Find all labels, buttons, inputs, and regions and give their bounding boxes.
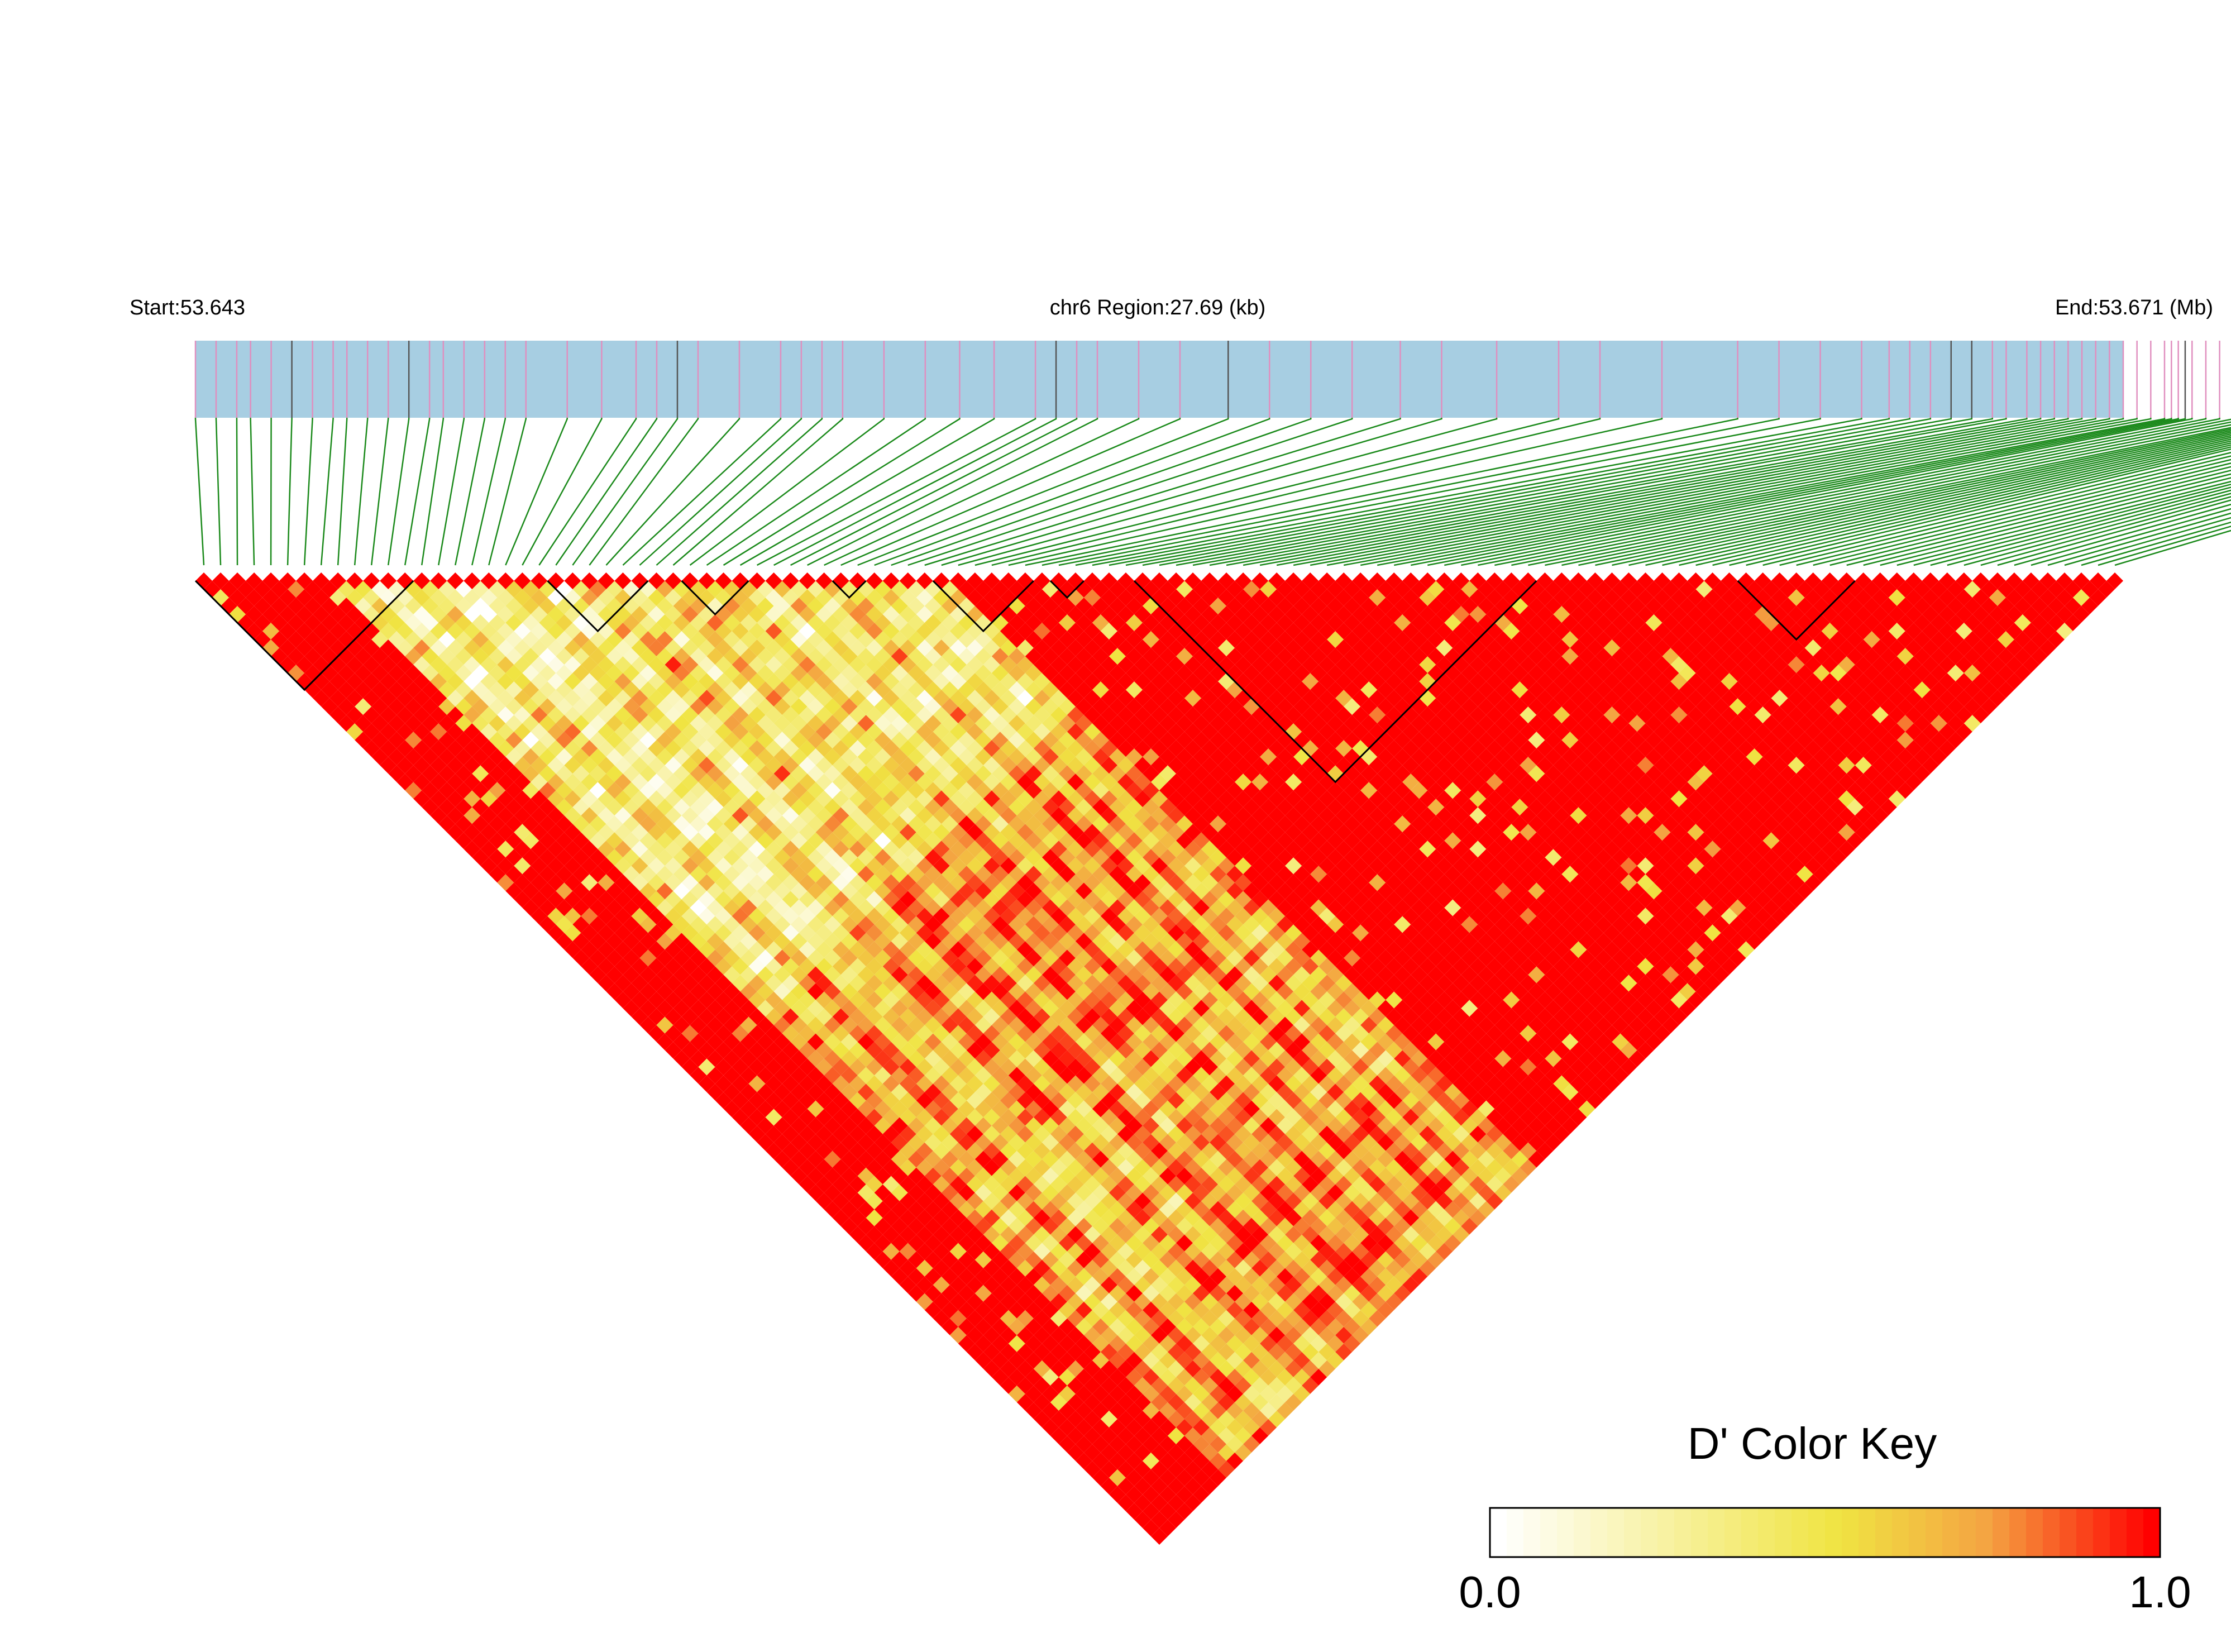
marker-connector [422, 418, 443, 565]
marker-connector [251, 418, 254, 565]
marker-connector [371, 418, 388, 565]
marker-connector [539, 418, 636, 565]
gene-track [195, 341, 2231, 418]
marker-connector [623, 418, 780, 565]
marker-connector [522, 418, 601, 565]
marker-connector [288, 418, 292, 565]
region-header: Start:53.643 chr6 Region:27.69 (kb) End:… [130, 296, 2213, 319]
marker-connector [472, 418, 505, 565]
start-label: Start:53.643 [130, 296, 245, 319]
marker-connector [388, 418, 409, 565]
marker-connector [405, 418, 429, 565]
marker-connector [216, 418, 221, 565]
marker-connector [321, 418, 333, 565]
marker-connector [808, 418, 1097, 565]
ld-heatmap [195, 572, 2123, 1545]
region-label: chr6 Region:27.69 (kb) [1050, 296, 1266, 319]
marker-connector [841, 418, 1180, 565]
end-label: End:53.671 (Mb) [2055, 296, 2213, 319]
marker-connector [824, 418, 1139, 565]
marker-connectors [195, 418, 2231, 565]
marker-connector [338, 418, 347, 565]
marker-connector [195, 418, 204, 565]
marker-connector [304, 418, 312, 565]
marker-connector [505, 418, 567, 565]
marker-connector [355, 418, 367, 565]
marker-connector [1059, 418, 1821, 565]
marker-connector [1143, 418, 1951, 565]
marker-connector [489, 418, 525, 565]
marker-connector [690, 418, 884, 565]
